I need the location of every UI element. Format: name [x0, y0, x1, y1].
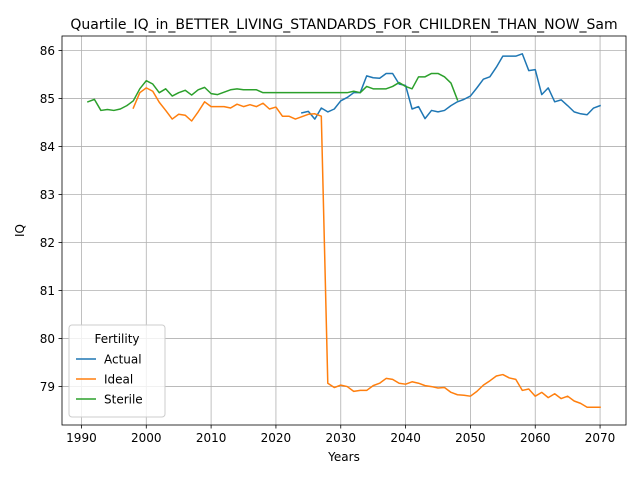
- y-axis-label: IQ: [13, 224, 27, 237]
- legend-entries: Actual Ideal Sterile: [76, 353, 143, 407]
- y-tick-label: 80: [40, 332, 55, 346]
- legend-box: [68, 324, 166, 418]
- x-tick-label: 2070: [585, 431, 616, 445]
- y-tick-label: 81: [40, 284, 55, 298]
- y-tick-label: 84: [40, 140, 55, 154]
- x-tick-label: 2010: [196, 431, 227, 445]
- y-tick-label: 86: [40, 44, 55, 58]
- x-axis-label: Years: [327, 450, 360, 464]
- series-lines: [86, 53, 602, 408]
- legend-label-ideal: Ideal: [104, 373, 133, 387]
- series-line-sterile: [86, 72, 459, 112]
- x-tick-label: 2040: [390, 431, 421, 445]
- y-tick-label: 82: [40, 236, 55, 250]
- y-tick-label: 85: [40, 92, 55, 106]
- y-tick-label: 79: [40, 380, 55, 394]
- x-tick-label: 2020: [261, 431, 292, 445]
- x-tick-label: 2030: [325, 431, 356, 445]
- x-tick-label: 2000: [131, 431, 162, 445]
- series-line-ideal: [132, 87, 601, 408]
- axis-ticks: 1990 2000 2010 2020 2030 2040 2050 2060 2070 79 80…: [40, 44, 616, 445]
- legend: Fertility Actual Ideal Sterile: [68, 324, 166, 418]
- x-tick-label: 2060: [520, 431, 551, 445]
- plot-frame: [61, 35, 627, 426]
- legend-label-sterile: Sterile: [104, 393, 143, 407]
- legend-title: Fertility: [94, 332, 139, 346]
- series-line-actual: [300, 53, 602, 120]
- chart-title: Quartile_IQ_in_BETTER_LIVING_STANDARDS_F…: [70, 17, 617, 33]
- legend-label-actual: Actual: [104, 353, 142, 367]
- x-tick-label: 1990: [66, 431, 97, 445]
- x-tick-label: 2050: [455, 431, 486, 445]
- y-tick-label: 83: [40, 188, 55, 202]
